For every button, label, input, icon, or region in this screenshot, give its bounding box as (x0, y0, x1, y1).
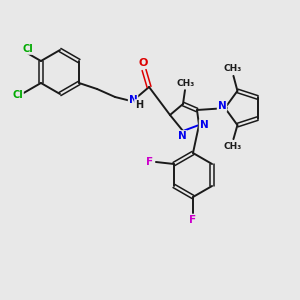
Text: F: F (146, 157, 154, 167)
Text: N: N (200, 120, 208, 130)
Text: N: N (129, 95, 137, 105)
Text: N: N (218, 101, 226, 111)
Text: Cl: Cl (12, 90, 23, 100)
Text: CH₃: CH₃ (177, 80, 195, 88)
Text: CH₃: CH₃ (223, 142, 242, 151)
Text: F: F (189, 215, 197, 225)
Text: N: N (178, 131, 186, 141)
Text: CH₃: CH₃ (223, 64, 242, 74)
Text: Cl: Cl (22, 44, 33, 54)
Text: H: H (135, 100, 143, 110)
Text: O: O (138, 58, 148, 68)
